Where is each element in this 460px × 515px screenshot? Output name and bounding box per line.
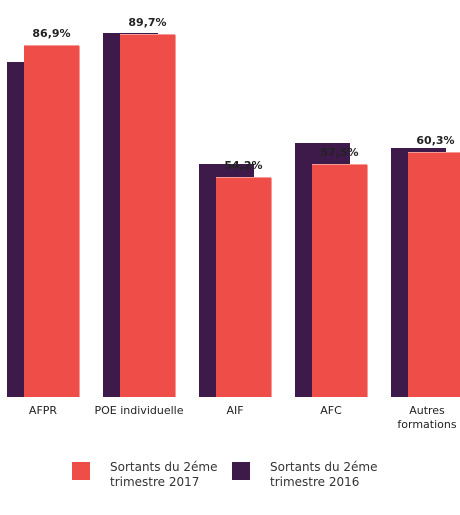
data-label: 89,7% (128, 15, 167, 29)
legend-swatch (72, 462, 90, 480)
bar (120, 34, 175, 397)
legend-label: Sortants du 2éme trimestre 2017 (110, 460, 218, 489)
x-tick-label: AIF (226, 404, 244, 417)
bar (408, 153, 460, 397)
data-label: 60,3% (416, 134, 455, 148)
x-tick-label: AFPR (28, 404, 58, 417)
data-label: 57,5% (320, 145, 359, 159)
x-tick-label: Autres formations (397, 404, 457, 431)
bar (216, 178, 271, 397)
x-tick-label: AFC (320, 404, 342, 417)
data-label: 54,2% (224, 159, 263, 173)
legend-label: Sortants du 2éme trimestre 2016 (270, 460, 378, 489)
data-label: 86,9% (32, 26, 71, 40)
bar (312, 164, 367, 397)
x-tick-label: POE individuelle (94, 404, 184, 417)
bar (24, 45, 79, 397)
legend-swatch (232, 462, 250, 480)
